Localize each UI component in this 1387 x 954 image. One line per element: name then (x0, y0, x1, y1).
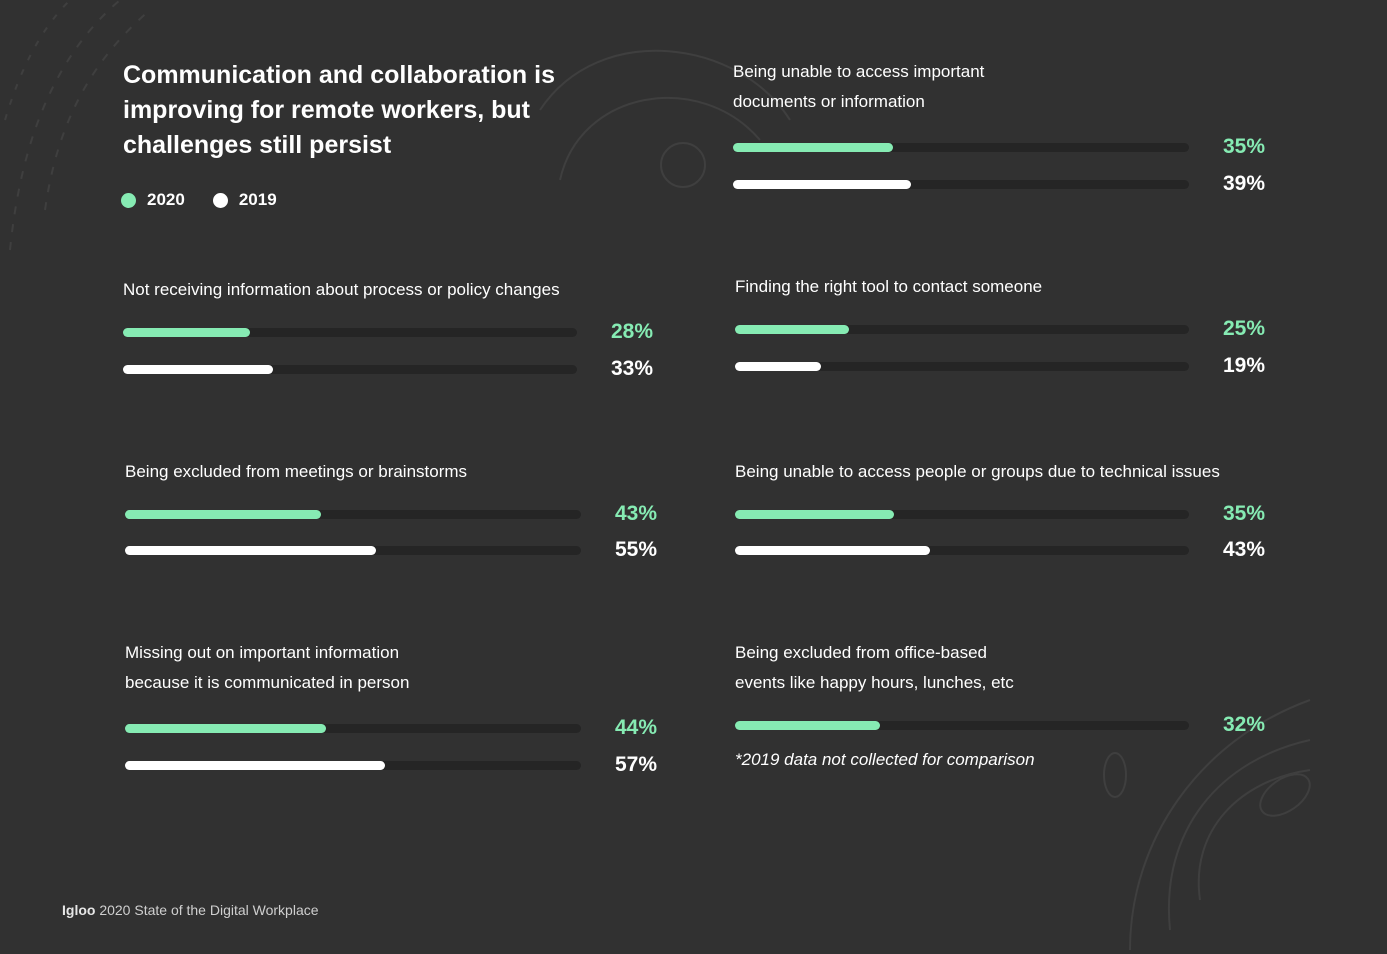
bar-row-2020: 43% (125, 499, 667, 529)
bar-track (125, 509, 581, 519)
bar-value-label-2020: 32% (1222, 713, 1265, 736)
bar-track (735, 509, 1189, 519)
bar-row-2020: 35% (735, 499, 1275, 529)
bar-row-2019: 57% (125, 750, 667, 780)
bar-2020 (735, 509, 894, 519)
bar-value-label-2020: 28% (610, 320, 653, 343)
bar-row-2020: 28% (123, 317, 663, 347)
bar-row-2020: 32% (735, 710, 1275, 740)
bar-2020 (735, 720, 881, 730)
bar-value-label-2019: 19% (1222, 354, 1265, 377)
bar-track (735, 545, 1189, 555)
bar-category-label: Being excluded from meetings or brainsto… (125, 462, 468, 481)
bar-value-label-2019: 33% (610, 357, 653, 380)
bar-2020 (125, 723, 326, 733)
bar-track (125, 723, 581, 733)
bar-value-label-2020: 25% (1222, 317, 1265, 340)
footer: Igloo 2020 State of the Digital Workplac… (62, 902, 319, 918)
bar-row-2019: 43% (735, 535, 1275, 565)
legend: 2020 2019 (121, 190, 277, 210)
legend-item-2019: 2019 (212, 190, 277, 210)
bar-category-label: Being unable to access people or groups … (735, 462, 1220, 481)
chart-title: Communication and collaboration is impro… (123, 61, 555, 159)
bar-track (733, 142, 1189, 152)
bar-2019 (125, 760, 385, 770)
bar-value-label-2019: 39% (1222, 172, 1265, 195)
bar-2019 (125, 545, 376, 555)
bar-2020 (125, 509, 322, 519)
bar-row-2019: 39% (733, 169, 1275, 199)
bar-value-label-2020: 35% (1222, 135, 1265, 158)
bar-2019 (735, 545, 931, 555)
footer-text: 2020 State of the Digital Workplace (99, 902, 319, 918)
legend-dot-2020 (121, 192, 136, 208)
bar-2019 (733, 179, 911, 189)
legend-label-2020: 2020 (147, 190, 185, 209)
bar-row-2019: 55% (125, 535, 667, 565)
bar-value-label-2019: 55% (614, 538, 657, 561)
bar-value-label-2019: 57% (614, 753, 657, 776)
bar-row-2019: 19% (735, 351, 1275, 381)
bar-2020 (123, 327, 251, 337)
bar-row-2020: 25% (735, 314, 1275, 344)
bar-category-label: Missing out on important information bec… (125, 643, 410, 692)
bar-row-2019: 33% (123, 354, 663, 384)
bar-category-label: Finding the right tool to contact someon… (735, 277, 1043, 296)
bar-track (733, 179, 1189, 189)
footnote: *2019 data not collected for comparison (735, 750, 1035, 769)
bar-row-2020: 35% (733, 132, 1275, 162)
bar-category-label: Being excluded from office-based events … (735, 643, 1014, 692)
bar-track (123, 327, 577, 337)
bar-category-label: Being unable to access important documen… (733, 62, 985, 111)
bar-2019 (123, 364, 273, 374)
bar-track (735, 324, 1189, 334)
bar-value-label-2019: 43% (1222, 538, 1265, 561)
bar-row-2020: 44% (125, 713, 667, 743)
bar-2020 (733, 142, 893, 152)
bar-2019 (735, 361, 822, 371)
bar-2020 (735, 324, 849, 334)
legend-label-2019: 2019 (238, 190, 277, 209)
bar-track (735, 720, 1189, 730)
bar-value-label-2020: 43% (614, 502, 657, 525)
legend-item-2020: 2020 (121, 190, 185, 210)
bar-value-label-2020: 44% (614, 716, 657, 739)
bar-track (123, 364, 577, 374)
bar-category-label: Not receiving information about process … (123, 280, 560, 299)
footer-brand: Igloo (62, 902, 96, 918)
bar-value-label-2020: 35% (1222, 502, 1265, 525)
legend-dot-2019 (212, 192, 228, 208)
bar-track (735, 361, 1189, 371)
